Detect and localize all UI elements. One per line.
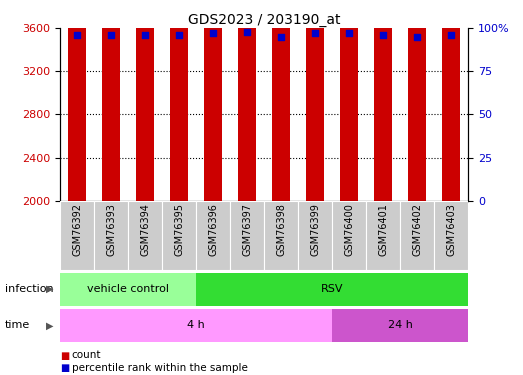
- Bar: [196, 273, 468, 306]
- Point: [311, 30, 320, 36]
- Text: time: time: [5, 321, 30, 330]
- Text: GSM76400: GSM76400: [344, 203, 354, 256]
- Title: GDS2023 / 203190_at: GDS2023 / 203190_at: [188, 13, 340, 27]
- Text: GSM76399: GSM76399: [310, 203, 320, 256]
- Text: ■: ■: [60, 351, 70, 360]
- Bar: [204, 0, 222, 201]
- Bar: [136, 0, 154, 201]
- Bar: [196, 201, 230, 270]
- Text: 4 h: 4 h: [187, 321, 205, 330]
- Point: [107, 32, 116, 38]
- Bar: [68, 0, 86, 201]
- Point: [413, 34, 422, 40]
- Bar: [162, 201, 196, 270]
- Text: GSM76394: GSM76394: [140, 203, 150, 256]
- Bar: [408, 0, 426, 201]
- Bar: [332, 309, 468, 342]
- Point: [175, 32, 184, 38]
- Bar: [442, 0, 460, 201]
- Text: GSM76393: GSM76393: [106, 203, 116, 256]
- Text: GSM76395: GSM76395: [174, 203, 184, 256]
- Text: ■: ■: [60, 363, 70, 373]
- Bar: [170, 0, 188, 201]
- Text: RSV: RSV: [321, 284, 344, 294]
- Text: GSM76402: GSM76402: [412, 203, 422, 256]
- Text: GSM76396: GSM76396: [208, 203, 218, 256]
- Point: [379, 32, 388, 38]
- Bar: [306, 0, 324, 201]
- Text: ▶: ▶: [46, 321, 53, 330]
- Bar: [332, 201, 366, 270]
- Text: ▶: ▶: [46, 284, 53, 294]
- Point: [447, 32, 456, 38]
- Bar: [230, 201, 264, 270]
- Point: [277, 34, 286, 40]
- Bar: [400, 201, 434, 270]
- Text: GSM76398: GSM76398: [276, 203, 286, 256]
- Bar: [238, 0, 256, 201]
- Text: infection: infection: [5, 284, 54, 294]
- Text: GSM76403: GSM76403: [446, 203, 456, 256]
- Bar: [434, 201, 468, 270]
- Bar: [94, 201, 128, 270]
- Bar: [264, 201, 298, 270]
- Text: GSM76397: GSM76397: [242, 203, 252, 256]
- Text: 24 h: 24 h: [388, 321, 413, 330]
- Bar: [374, 0, 392, 201]
- Text: percentile rank within the sample: percentile rank within the sample: [72, 363, 247, 373]
- Point: [243, 28, 252, 34]
- Bar: [60, 201, 94, 270]
- Bar: [60, 273, 196, 306]
- Point: [141, 32, 150, 38]
- Bar: [102, 0, 120, 201]
- Text: GSM76392: GSM76392: [72, 203, 82, 256]
- Bar: [298, 201, 332, 270]
- Bar: [366, 201, 400, 270]
- Bar: [340, 0, 358, 201]
- Text: vehicle control: vehicle control: [87, 284, 169, 294]
- Point: [345, 30, 354, 36]
- Point: [73, 32, 82, 38]
- Bar: [272, 0, 290, 201]
- Bar: [128, 201, 162, 270]
- Bar: [60, 309, 332, 342]
- Point: [209, 30, 218, 36]
- Text: count: count: [72, 351, 101, 360]
- Text: GSM76401: GSM76401: [378, 203, 388, 256]
